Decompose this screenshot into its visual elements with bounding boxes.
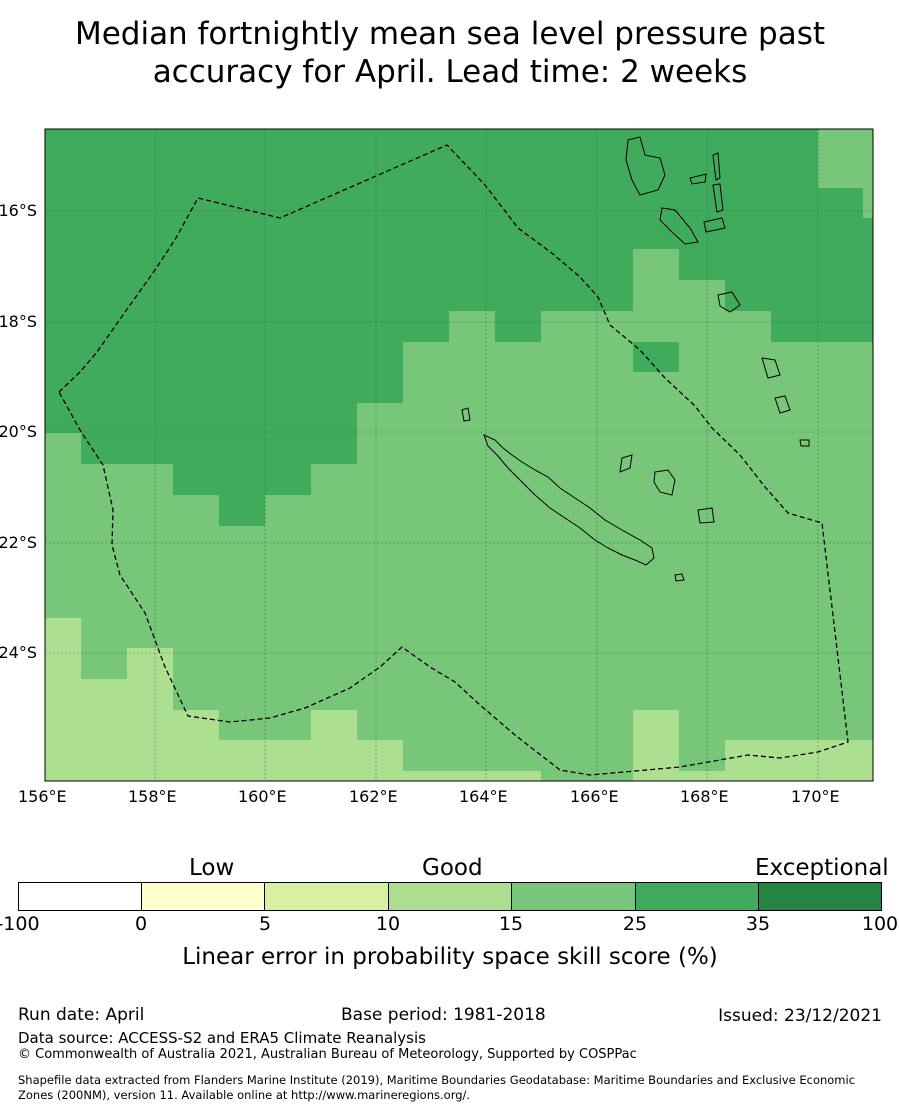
colorbar-bin-3 <box>264 882 389 911</box>
vanuatu-aneityum <box>799 439 810 447</box>
colorbar-bin-1 <box>18 882 142 911</box>
lon-label-158: 158°E <box>128 787 177 806</box>
loyalty-island-lifou <box>653 469 676 496</box>
lon-label-170: 170°E <box>791 787 840 806</box>
lon-label-160: 160°E <box>238 787 287 806</box>
skill-patch-10-15-ne2 <box>863 188 873 218</box>
vanuatu-ambrym <box>703 217 726 233</box>
vanuatu-maewo <box>712 152 721 181</box>
small-island-1 <box>461 407 471 422</box>
lat-label-24: 24°S <box>0 643 37 662</box>
vanuatu-pentecost <box>712 183 724 213</box>
run-date: Run date: April <box>18 1005 145 1025</box>
vanuatu-erromango <box>761 357 781 379</box>
colorbar-tick: 35 <box>745 913 771 935</box>
shapefile-credit-2: Zones (200NM), version 11. Available onl… <box>18 1088 471 1102</box>
colorbar-bin-2 <box>141 882 265 911</box>
colorbar-tick: 100 <box>861 913 899 935</box>
data-source: Data source: ACCESS-S2 and ERA5 Climate … <box>18 1029 426 1047</box>
title-line-2: accuracy for April. Lead time: 2 weeks <box>152 54 748 90</box>
lon-label-168: 168°E <box>680 787 729 806</box>
colorbar-bin-6 <box>635 882 759 911</box>
title-line-1: Median fortnightly mean sea level pressu… <box>74 16 826 52</box>
vanuatu-espiritu-santo <box>625 136 666 196</box>
base-period: Base period: 1981-2018 <box>341 1005 546 1025</box>
lon-label-164: 164°E <box>459 787 508 806</box>
lon-label-166: 166°E <box>570 787 619 806</box>
colorbar-bin-5 <box>511 882 636 911</box>
colorbar-tick: 10 <box>375 913 401 935</box>
skill-region-10-15-sw <box>45 618 541 781</box>
colorbar-tick: 15 <box>498 913 524 935</box>
lat-label-18: 18°S <box>0 312 37 331</box>
eez-boundary <box>58 144 849 776</box>
colorbar-bin-4 <box>388 882 512 911</box>
colorbar-tick: -100 <box>0 913 40 935</box>
shapefile-credit-1: Shapefile data extracted from Flanders M… <box>18 1073 856 1087</box>
gridlines <box>45 129 873 781</box>
loyalty-island-ouvea <box>619 454 633 473</box>
vanuatu-malekula <box>659 207 699 245</box>
colorbar-tick: 25 <box>622 913 648 935</box>
colorbar-tick: 0 <box>134 913 148 935</box>
skill-region-10-15-se <box>633 710 873 781</box>
colorbar-title: Linear error in probability space skill … <box>182 944 718 970</box>
lon-label-156: 156°E <box>18 787 67 806</box>
colorbar-bin-7 <box>758 882 882 911</box>
map-frame <box>44 128 874 782</box>
vanuatu-ambae <box>689 173 707 185</box>
loyalty-island-mare <box>697 507 715 524</box>
vanuatu-tanna <box>774 395 791 414</box>
lat-label-16: 16°S <box>0 201 37 220</box>
colorbar-category-exceptional: Exceptional <box>755 855 889 881</box>
colorbar-category-low: Low <box>189 855 235 881</box>
issued-date: Issued: 23/12/2021 <box>718 1006 882 1026</box>
colorbar-category-good: Good <box>422 855 483 881</box>
lat-label-22: 22°S <box>0 533 37 552</box>
skill-patch-25-35 <box>633 342 679 372</box>
lon-label-162: 162°E <box>349 787 398 806</box>
vanuatu-efate <box>717 291 741 313</box>
isle-of-pines <box>674 573 685 582</box>
skill-patch-10-15-ne <box>818 129 873 188</box>
new-caledonia-island <box>483 434 655 566</box>
copyright: © Commonwealth of Australia 2021, Austra… <box>18 1047 637 1062</box>
lat-label-20: 20°S <box>0 422 37 441</box>
colorbar-tick: 5 <box>258 913 272 935</box>
colorbar <box>18 882 882 911</box>
skill-region-25-35 <box>45 129 873 526</box>
